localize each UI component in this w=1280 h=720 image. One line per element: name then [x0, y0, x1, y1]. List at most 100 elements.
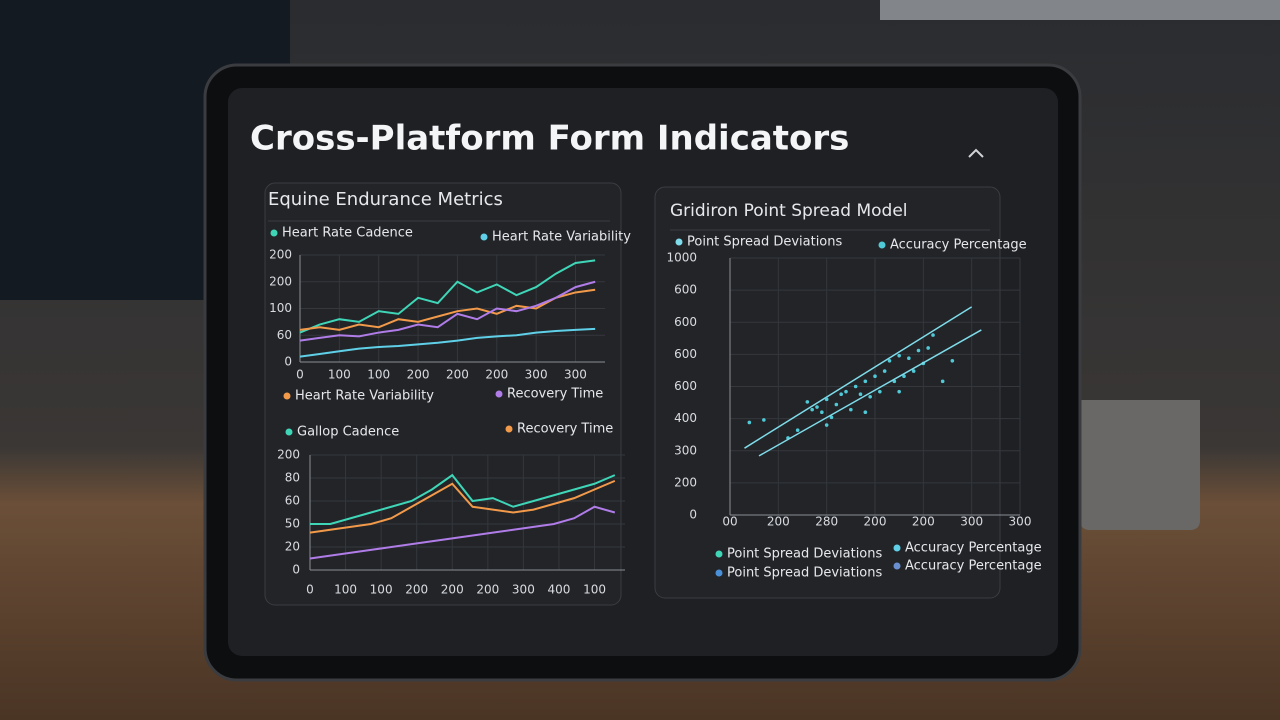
scatter-point — [897, 353, 901, 358]
legend-swatch — [878, 241, 886, 249]
line-series — [299, 327, 596, 358]
legend-label: Point Spread Deviations — [727, 566, 883, 581]
x-tick-label: 200 — [441, 583, 464, 597]
scatter-point — [897, 389, 901, 394]
scatter-point — [916, 348, 921, 353]
legend-swatch — [893, 544, 901, 552]
line-series — [309, 505, 616, 560]
x-tick-label: 200 — [407, 368, 430, 382]
x-tick-label: 200 — [864, 515, 887, 529]
line-series — [310, 473, 616, 525]
y-tick-label: 600 — [674, 379, 697, 393]
trend-line — [758, 329, 982, 457]
scatter-point — [887, 359, 892, 363]
legend-label: Heart Rate Variability — [295, 389, 434, 404]
x-tick-label: 400 — [547, 583, 570, 597]
legend-swatch — [715, 569, 723, 577]
scatter-point — [878, 389, 882, 394]
y-tick-label: 200 — [277, 448, 300, 462]
scatter-point — [824, 397, 829, 402]
x-tick-label: 100 — [334, 583, 357, 597]
x-tick-label: 200 — [485, 368, 508, 382]
y-tick-label: 600 — [674, 283, 697, 297]
legend-label: Point Spread Deviations — [687, 235, 843, 250]
y-tick-label: 300 — [674, 443, 697, 457]
x-tick-label: 300 — [1009, 515, 1032, 529]
legend-label: Gallop Cadence — [297, 425, 399, 440]
legend-swatch — [495, 390, 503, 398]
x-tick-label: 200 — [767, 515, 790, 529]
scatter-point — [926, 346, 930, 350]
legend-label: Heart Rate Variability — [492, 230, 631, 245]
scatter-point — [824, 423, 829, 427]
legend-label: Accuracy Percentage — [905, 559, 1042, 574]
y-tick-label: 100 — [269, 301, 292, 315]
legend-label: Recovery Time — [507, 387, 603, 402]
x-tick-label: 200 — [912, 515, 935, 529]
y-tick-label: 80 — [285, 471, 300, 485]
trend-line — [744, 306, 973, 449]
scatter-point — [747, 420, 752, 425]
x-tick-label: 100 — [583, 583, 606, 597]
scatter-point — [858, 392, 863, 397]
scatter-point — [820, 410, 824, 415]
scatter-point — [873, 374, 877, 379]
legend-swatch — [715, 550, 723, 558]
scatter-point — [911, 369, 916, 373]
y-tick-label: 0 — [292, 563, 300, 577]
x-tick-label: 0 — [296, 368, 304, 382]
legend-label: Recovery Time — [517, 422, 613, 437]
scatter-point — [844, 389, 848, 394]
legend-swatch — [893, 562, 901, 570]
scatter-point — [863, 410, 868, 415]
x-tick-label: 100 — [370, 583, 393, 597]
legend-swatch — [505, 425, 513, 433]
x-tick-label: 200 — [405, 583, 428, 597]
y-tick-label: 20 — [285, 540, 300, 554]
x-tick-label: 300 — [564, 368, 587, 382]
scatter-point — [815, 405, 819, 409]
scatter-point — [907, 356, 911, 361]
line-series — [299, 288, 596, 331]
y-tick-label: 0 — [689, 508, 697, 522]
ceiling-light — [880, 0, 1280, 20]
x-tick-label: 100 — [367, 368, 390, 382]
x-tick-label: 300 — [512, 583, 535, 597]
panel-title: Gridiron Point Spread Model — [670, 201, 908, 221]
scatter-point — [931, 333, 935, 337]
page-title: Cross-Platform Form Indicators — [250, 119, 849, 159]
legend-swatch — [480, 233, 488, 241]
scatter-point — [853, 384, 858, 389]
y-tick-label: 0 — [284, 355, 292, 369]
y-tick-label: 200 — [269, 274, 292, 288]
legend-label: Heart Rate Cadence — [282, 226, 413, 241]
x-tick-label: 00 — [722, 515, 737, 529]
scatter-point — [882, 369, 887, 373]
line-series — [309, 479, 616, 534]
x-tick-label: 0 — [306, 583, 314, 597]
y-tick-label: 50 — [285, 517, 300, 531]
panel-title: Equine Endurance Metrics — [268, 189, 503, 210]
scatter-point — [829, 415, 834, 420]
scatter-point — [810, 407, 814, 412]
scatter-point — [940, 379, 945, 384]
scatter-point — [868, 394, 872, 399]
line-series — [299, 280, 596, 342]
collapse-button[interactable] — [968, 148, 984, 158]
legend-label: Point Spread Deviations — [727, 547, 883, 562]
legend-swatch — [270, 229, 278, 237]
legend-label: Accuracy Percentage — [890, 238, 1027, 253]
legend-swatch — [675, 238, 683, 246]
y-tick-label: 1000 — [666, 251, 697, 265]
x-tick-label: 200 — [446, 368, 469, 382]
line-series — [299, 259, 596, 334]
y-tick-label: 600 — [674, 347, 697, 361]
legend-label: Accuracy Percentage — [905, 541, 1042, 556]
y-tick-label: 400 — [674, 411, 697, 425]
y-tick-label: 60 — [277, 328, 292, 342]
scatter-point — [834, 402, 839, 407]
scatter-point — [805, 400, 810, 404]
y-tick-label: 200 — [269, 248, 292, 262]
legend-swatch — [283, 392, 291, 400]
